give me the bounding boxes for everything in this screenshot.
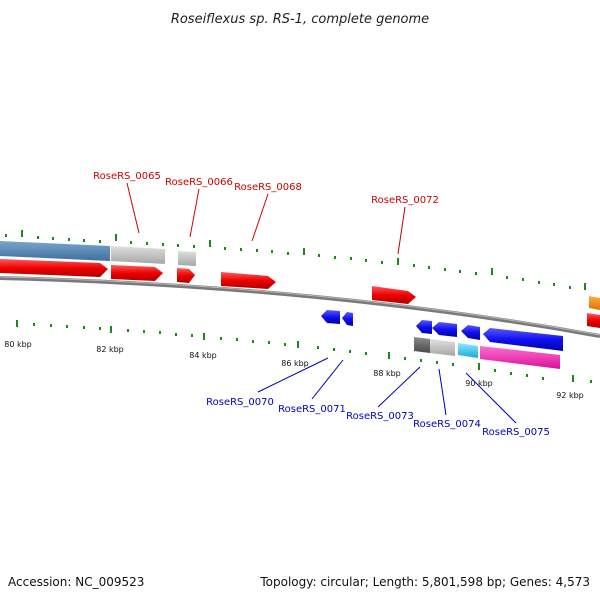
outer-feature-track: [0, 241, 196, 266]
gene-blue-arrow-3: [416, 320, 432, 334]
gene-red-arrow-1: [0, 259, 108, 277]
reverse-gene-labels: RoseRS_0070 RoseRS_0071 RoseRS_0073 Rose…: [206, 357, 550, 438]
leader-line-0074: [438, 368, 447, 416]
accession-text: Accession: NC_009523: [8, 575, 144, 589]
gene-red-arrow-4: [221, 272, 276, 289]
leader-line-0066: [189, 188, 200, 238]
feature-cyan: [458, 343, 478, 358]
gene-orange-arrow: [589, 296, 600, 310]
lower-tick-marks: [16, 320, 592, 383]
feature-gray-bar: [111, 246, 165, 264]
gene-label-rosers-0074: RoseRS_0074: [413, 419, 481, 430]
leader-line-0070: [257, 357, 329, 393]
gene-label-rosers-0075: RoseRS_0075: [482, 427, 550, 438]
upper-tick-marks: [5, 230, 586, 290]
feature-steel-bar: [0, 241, 110, 261]
tick-label-84: 84 kbp: [189, 351, 217, 360]
map-title: Roseiflexus sp. RS-1, complete genome: [171, 12, 429, 27]
gene-label-rosers-0073: RoseRS_0073: [346, 411, 414, 422]
gene-blue-arrow-4: [432, 322, 457, 337]
tick-label-82: 82 kbp: [96, 345, 124, 354]
genome-summary-text: Topology: circular; Length: 5,801,598 bp…: [259, 575, 590, 589]
gene-red-arrow-5: [372, 286, 416, 304]
forward-gene-track: [0, 259, 600, 328]
forward-gene-labels: RoseRS_0065 RoseRS_0066 RoseRS_0068 Rose…: [93, 171, 439, 255]
gene-red-arrow-2: [111, 265, 163, 281]
tick-label-88: 88 kbp: [373, 369, 401, 378]
leader-line-0072: [397, 206, 406, 255]
gene-blue-arrow-6: [483, 328, 563, 351]
leader-line-0071: [311, 359, 344, 400]
gene-label-rosers-0068: RoseRS_0068: [234, 182, 302, 193]
gene-label-rosers-0066: RoseRS_0066: [165, 177, 233, 188]
gene-blue-arrow-1: [321, 310, 340, 324]
reverse-gene-track: [321, 310, 563, 351]
tick-label-86: 86 kbp: [281, 359, 309, 368]
tick-label-90: 90 kbp: [465, 379, 493, 388]
gene-label-rosers-0070: RoseRS_0070: [206, 397, 274, 408]
genome-backbone: [0, 276, 600, 338]
leader-line-0068: [251, 193, 269, 242]
gene-red-arrow-3: [177, 268, 195, 283]
gene-label-rosers-0072: RoseRS_0072: [371, 195, 439, 206]
tick-label-92: 92 kbp: [556, 391, 584, 400]
gene-label-rosers-0071: RoseRS_0071: [278, 404, 346, 415]
leader-line-0073: [377, 366, 421, 408]
genome-backbone-highlight: [0, 276, 600, 336]
gene-label-rosers-0065: RoseRS_0065: [93, 171, 161, 182]
leader-line-0075: [465, 372, 517, 424]
gene-red-arrow-6: [587, 313, 600, 328]
gene-blue-arrow-5: [461, 325, 480, 340]
feature-gray-small: [178, 251, 196, 266]
gene-blue-arrow-2: [342, 312, 353, 326]
leader-line-0065: [126, 182, 140, 234]
feature-dark-gray: [414, 337, 430, 353]
tick-labels: 80 kbp 82 kbp 84 kbp 86 kbp 88 kbp 90 kb…: [4, 340, 584, 400]
feature-pink: [480, 346, 560, 369]
feature-light-gray: [430, 339, 455, 356]
tick-label-80: 80 kbp: [4, 340, 32, 349]
inner-feature-track: [414, 337, 560, 369]
